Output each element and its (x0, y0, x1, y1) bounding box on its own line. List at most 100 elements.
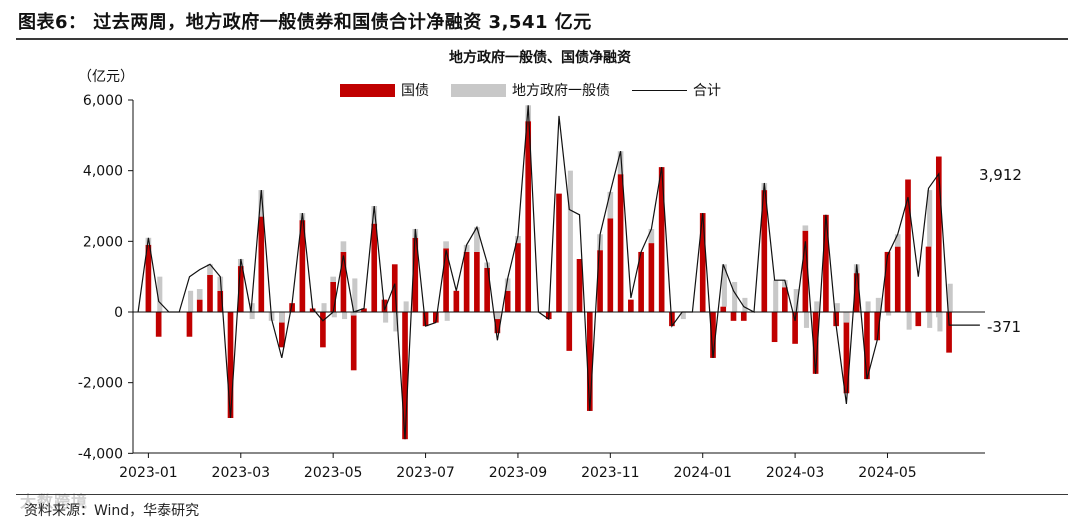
bar-local-gov-debt (383, 312, 389, 323)
bar-guozhai (628, 299, 634, 312)
bar-local-gov-debt (342, 312, 348, 320)
y-tick-label: -4,000 (78, 446, 123, 462)
total-line (137, 105, 980, 440)
bar-guozhai (186, 312, 193, 337)
bar-guozhai (792, 312, 798, 344)
bars-layer (145, 105, 953, 440)
bar-local-gov-debt (393, 312, 399, 332)
bar-local-gov-debt-cap (340, 241, 347, 252)
chart-title: 地方政府一般债、国债净融资 (449, 50, 631, 66)
watermark-text: 大数跨境 (20, 492, 89, 511)
bar-guozhai (504, 290, 511, 312)
legend-label-total: 合计 (693, 83, 721, 99)
bar-guozhai (874, 312, 881, 341)
bar-guozhai (586, 312, 593, 411)
bar-guozhai (843, 312, 850, 394)
bar-guozhai (833, 312, 839, 327)
bar-local-gov-debt-neg (350, 312, 357, 316)
chart-legend: 国债 地方政府一般债 合计 (340, 80, 743, 100)
bar-guozhai (463, 251, 470, 312)
bar-local-gov-debt-cap (504, 278, 511, 291)
bar-guozhai (484, 267, 490, 312)
bar-guozhai (597, 250, 603, 312)
bar-local-gov-debt (732, 281, 738, 312)
bar-local-gov-debt (321, 303, 327, 312)
bar-local-gov-debt (444, 312, 450, 321)
bar-local-gov-debt-cap (782, 280, 788, 288)
bar-local-gov-debt (803, 312, 810, 328)
labels-layer: 3,912 -371 (979, 166, 1022, 336)
legend-label-local-gov-debt: 地方政府一般债 (512, 83, 610, 99)
bar-local-gov-debt (793, 289, 799, 312)
bar-local-gov-debt (249, 303, 255, 312)
bar-guozhai (371, 223, 378, 312)
bar-guozhai (946, 312, 952, 353)
bar-local-gov-debt (188, 290, 194, 312)
bar-local-gov-debt (742, 297, 748, 312)
bar-local-gov-debt-cap (443, 241, 449, 249)
bar-guozhai (884, 251, 891, 312)
y-tick-label: 4,000 (83, 164, 123, 180)
bar-guozhai (905, 179, 911, 312)
bar-guozhai (894, 246, 901, 312)
y-tick-label: 0 (114, 305, 123, 321)
bar-local-gov-debt-neg (935, 312, 942, 318)
bar-guozhai (935, 156, 942, 312)
bar-guozhai (761, 190, 768, 312)
bar-guozhai (494, 312, 501, 334)
bar-local-gov-debt (906, 312, 912, 330)
x-tick-label: 2023-01 (119, 465, 178, 481)
bar-local-gov-debt (875, 297, 881, 312)
bar-guozhai (740, 312, 747, 321)
bar-guozhai (207, 274, 213, 312)
total-line-layer (137, 105, 980, 440)
bar-guozhai (402, 312, 408, 440)
bar-guozhai (617, 174, 624, 312)
bar-local-gov-debt-cap (648, 228, 655, 244)
bar-guozhai (412, 237, 419, 312)
annotation-neg371: -371 (987, 318, 1021, 336)
bar-local-gov-debt (680, 312, 686, 320)
x-tick-label: 2024-05 (858, 465, 917, 481)
bar-guozhai (915, 312, 922, 327)
bar-guozhai (474, 251, 480, 312)
bar-local-gov-debt (157, 276, 163, 312)
bar-guozhai (145, 244, 152, 312)
bar-guozhai (155, 312, 162, 337)
legend-item-local-gov-debt: 地方政府一般债 (451, 80, 610, 100)
bar-guozhai (422, 312, 429, 327)
bar-local-gov-debt (834, 303, 840, 312)
source-note: 资料来源：Wind，华泰研究 (24, 503, 200, 519)
bar-guozhai (812, 312, 819, 374)
bar-guozhai (658, 167, 665, 312)
x-tick-label: 2024-01 (673, 465, 732, 481)
bar-guozhai (607, 218, 614, 312)
bar-local-gov-debt-neg (843, 312, 850, 323)
x-tick-label: 2023-09 (489, 465, 548, 481)
bar-local-gov-debt (937, 312, 943, 332)
bar-local-gov-debt (927, 190, 933, 247)
bar-guozhai (330, 281, 336, 312)
bar-guozhai (350, 312, 357, 371)
bar-local-gov-debt-cap (802, 225, 809, 231)
bar-local-gov-debt (331, 312, 337, 318)
bar-local-gov-debt-cap (258, 190, 265, 217)
bar-guozhai (309, 308, 316, 312)
bar-guozhai (782, 287, 788, 312)
x-tick-label: 2024-03 (766, 465, 825, 481)
bar-guozhai (340, 251, 347, 312)
legend-label-guozhai: 国债 (401, 83, 429, 99)
bar-guozhai (361, 308, 367, 312)
legend-swatch-local-gov-debt (451, 83, 506, 97)
bar-local-gov-debt (352, 278, 358, 312)
bar-local-gov-debt-cap (894, 234, 901, 247)
bar-guozhai (638, 251, 644, 312)
x-tick-label: 2023-05 (304, 465, 363, 481)
bar-guozhai (320, 312, 326, 348)
bar-local-gov-debt-cap (207, 264, 213, 275)
bar-local-gov-debt-cap (463, 244, 470, 252)
bar-guozhai (443, 248, 449, 312)
bar-local-gov-debt (403, 301, 409, 312)
bar-guozhai (196, 299, 203, 312)
